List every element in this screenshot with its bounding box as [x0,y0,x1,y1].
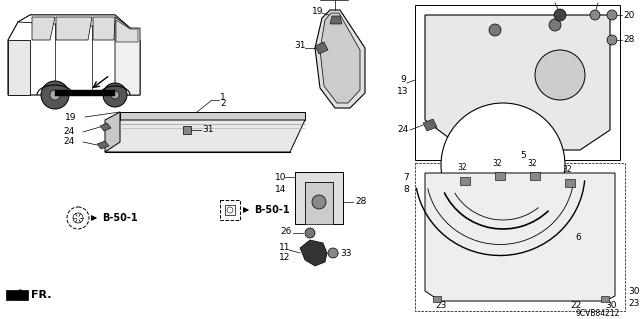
Polygon shape [315,10,365,108]
Polygon shape [565,179,575,187]
Circle shape [441,103,565,227]
Text: 19: 19 [312,6,323,16]
Text: 24: 24 [63,128,74,137]
Text: 9CVB84212: 9CVB84212 [575,308,620,317]
Bar [10,88,28,94]
Polygon shape [300,240,327,266]
Text: 20: 20 [623,11,634,19]
Text: 32: 32 [457,164,467,173]
Text: FR.: FR. [31,290,51,300]
Circle shape [305,228,315,238]
Polygon shape [460,177,470,185]
Polygon shape [56,17,92,40]
Polygon shape [330,16,342,24]
Polygon shape [423,119,437,131]
Circle shape [103,83,127,107]
Circle shape [607,10,617,20]
Polygon shape [425,15,610,150]
Polygon shape [120,112,305,120]
Polygon shape [530,172,540,180]
Polygon shape [100,123,111,131]
Polygon shape [6,290,28,300]
Circle shape [328,248,338,258]
Polygon shape [8,40,30,95]
Text: 1: 1 [220,93,226,102]
Circle shape [50,90,60,100]
Bar [220,200,240,220]
Bar [415,163,625,311]
Circle shape [549,19,561,31]
Text: 31: 31 [294,41,305,50]
Text: 30: 30 [605,301,616,310]
Text: 28: 28 [355,197,366,206]
Text: 10: 10 [275,173,287,182]
Text: 32: 32 [562,166,572,174]
Bar [225,205,235,215]
Text: 26: 26 [280,226,291,235]
Text: B-50-1: B-50-1 [102,213,138,223]
Text: 24: 24 [63,137,74,146]
Text: 12: 12 [279,254,291,263]
Text: 23: 23 [628,299,639,308]
Text: 24: 24 [397,125,408,135]
Text: 28: 28 [590,0,602,2]
Polygon shape [32,17,55,40]
Text: 22: 22 [570,301,581,310]
Circle shape [111,91,119,99]
Bar [305,182,333,224]
Text: B-50-1: B-50-1 [254,205,290,215]
Text: 28: 28 [623,35,634,44]
Text: 32: 32 [527,159,537,167]
Text: 33: 33 [340,249,351,257]
Circle shape [535,50,585,100]
Text: 7: 7 [403,174,409,182]
Polygon shape [295,172,343,224]
Polygon shape [105,120,305,152]
Polygon shape [425,173,615,301]
Polygon shape [320,13,360,103]
Circle shape [489,24,501,36]
Polygon shape [97,141,109,149]
Text: 9: 9 [400,76,406,85]
Polygon shape [315,42,328,54]
Text: 29: 29 [545,0,556,2]
Text: 31: 31 [202,125,214,135]
Bar [415,5,620,160]
Polygon shape [8,15,140,95]
Polygon shape [116,20,138,42]
Text: 6: 6 [575,233,580,241]
Polygon shape [18,15,130,28]
Circle shape [554,9,566,21]
Text: 30: 30 [628,286,639,295]
Circle shape [590,10,600,20]
Circle shape [607,35,617,45]
Circle shape [312,195,326,209]
Polygon shape [93,17,115,40]
Circle shape [41,81,69,109]
Text: 2: 2 [220,100,226,108]
Text: 32: 32 [492,159,502,167]
Bar [10,40,26,48]
Text: 11: 11 [279,243,291,253]
Bar [183,126,191,134]
Text: 5: 5 [520,151,525,160]
Polygon shape [55,90,115,96]
Polygon shape [433,296,441,302]
Circle shape [73,213,83,223]
Polygon shape [495,172,505,180]
Text: 13: 13 [397,87,408,97]
Polygon shape [601,296,609,302]
Polygon shape [105,112,120,152]
Text: 19: 19 [65,113,77,122]
Polygon shape [115,17,140,95]
Text: 8: 8 [403,184,409,194]
Text: 14: 14 [275,186,286,195]
Text: 23: 23 [435,301,446,310]
